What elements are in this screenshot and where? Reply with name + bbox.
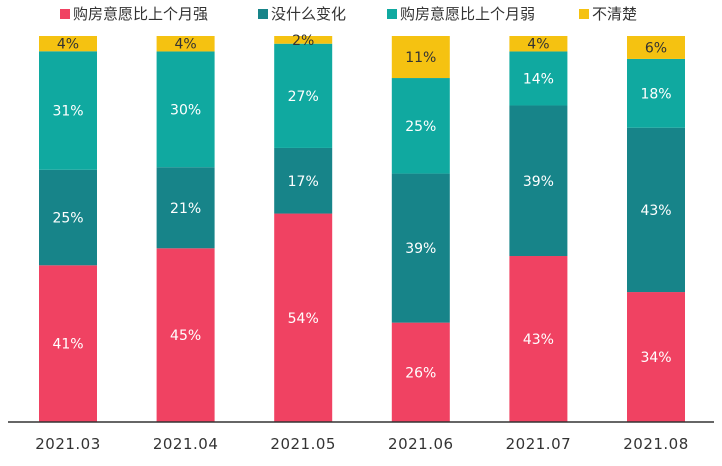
bar-segment-0-0 (39, 265, 97, 422)
data-label-5-2: 18% (640, 86, 671, 102)
x-tick-label-1: 2021.04 (153, 435, 219, 453)
data-label-1-3: 4% (174, 37, 196, 53)
data-label-1-0: 45% (170, 328, 201, 344)
data-label-0-3: 4% (57, 37, 79, 53)
data-labels: 41% 25% 31% 4% 45% 21% 30% 4% 54% 17% 27% 2% 26% 39% 2… (52, 33, 671, 381)
data-label-2-1: 17% (288, 174, 319, 190)
legend: 购房意愿比上个月强 没什么变化 购房意愿比上个月弱 不清楚 (60, 5, 637, 23)
data-label-2-0: 54% (288, 311, 319, 327)
bar-segment-3-3 (391, 36, 450, 79)
bar-segment-5-3 (627, 36, 685, 59)
x-tick-label-4: 2021.07 (506, 435, 572, 453)
x-axis-ticks: 2021.03 2021.04 2021.05 2021.06 2021.07 2021.… (35, 435, 689, 453)
data-label-0-2: 31% (52, 104, 83, 120)
data-label-0-1: 25% (52, 211, 83, 227)
data-label-1-1: 21% (170, 201, 201, 217)
bar-segment-3-0 (391, 322, 450, 422)
data-label-2-3: 2% (292, 33, 314, 49)
bar-segment-2-1 (274, 147, 333, 214)
bar-segment-0-2 (39, 51, 97, 170)
data-label-2-2: 27% (288, 89, 319, 105)
bar-segment-0-1 (39, 169, 97, 266)
bar-segment-4-3 (509, 36, 568, 52)
bar-segment-1-1 (156, 167, 215, 249)
data-label-4-0: 43% (523, 332, 554, 348)
bar-segment-1-3 (156, 36, 215, 52)
bar-segment-1-2 (156, 51, 215, 168)
bar-segment-4-2 (509, 51, 568, 106)
bar-segment-4-0 (509, 256, 568, 422)
bar-segment-2-3 (274, 36, 333, 44)
data-label-3-1: 39% (405, 241, 436, 257)
legend-label-2: 购房意愿比上个月弱 (400, 5, 535, 23)
data-label-3-0: 26% (405, 365, 436, 381)
data-label-5-0: 34% (640, 350, 671, 366)
x-tick-label-3: 2021.06 (388, 435, 454, 453)
bar-segment-2-0 (274, 213, 333, 422)
legend-label-0: 购房意愿比上个月强 (73, 5, 208, 23)
legend-swatch-0 (60, 9, 70, 19)
legend-label-1: 没什么变化 (271, 5, 346, 23)
legend-swatch-3 (579, 9, 589, 19)
data-label-4-1: 39% (523, 174, 554, 190)
bar-segment-5-1 (627, 127, 685, 293)
data-label-5-3: 6% (645, 40, 667, 56)
bar-segment-2-2 (274, 43, 333, 148)
bar-segment-3-1 (391, 173, 450, 323)
bar-segment-0-3 (39, 36, 97, 52)
bar-segment-3-2 (391, 78, 450, 174)
data-label-1-2: 30% (170, 102, 201, 118)
bars (39, 36, 685, 422)
data-label-5-1: 43% (640, 203, 671, 219)
x-tick-label-5: 2021.08 (623, 435, 689, 453)
bar-segment-1-0 (156, 248, 215, 422)
x-tick-label-2: 2021.05 (270, 435, 336, 453)
x-tick-label-0: 2021.03 (35, 435, 101, 453)
bar-segment-5-0 (627, 292, 685, 422)
data-label-3-3: 11% (405, 50, 436, 66)
bar-segment-5-2 (627, 58, 685, 128)
data-label-0-0: 41% (52, 337, 83, 353)
data-label-4-2: 14% (523, 71, 554, 87)
legend-swatch-2 (387, 9, 397, 19)
data-label-4-3: 4% (527, 37, 549, 53)
data-label-3-2: 25% (405, 119, 436, 135)
bar-segment-4-1 (509, 105, 568, 257)
legend-swatch-1 (258, 9, 268, 19)
legend-label-3: 不清楚 (592, 5, 637, 23)
